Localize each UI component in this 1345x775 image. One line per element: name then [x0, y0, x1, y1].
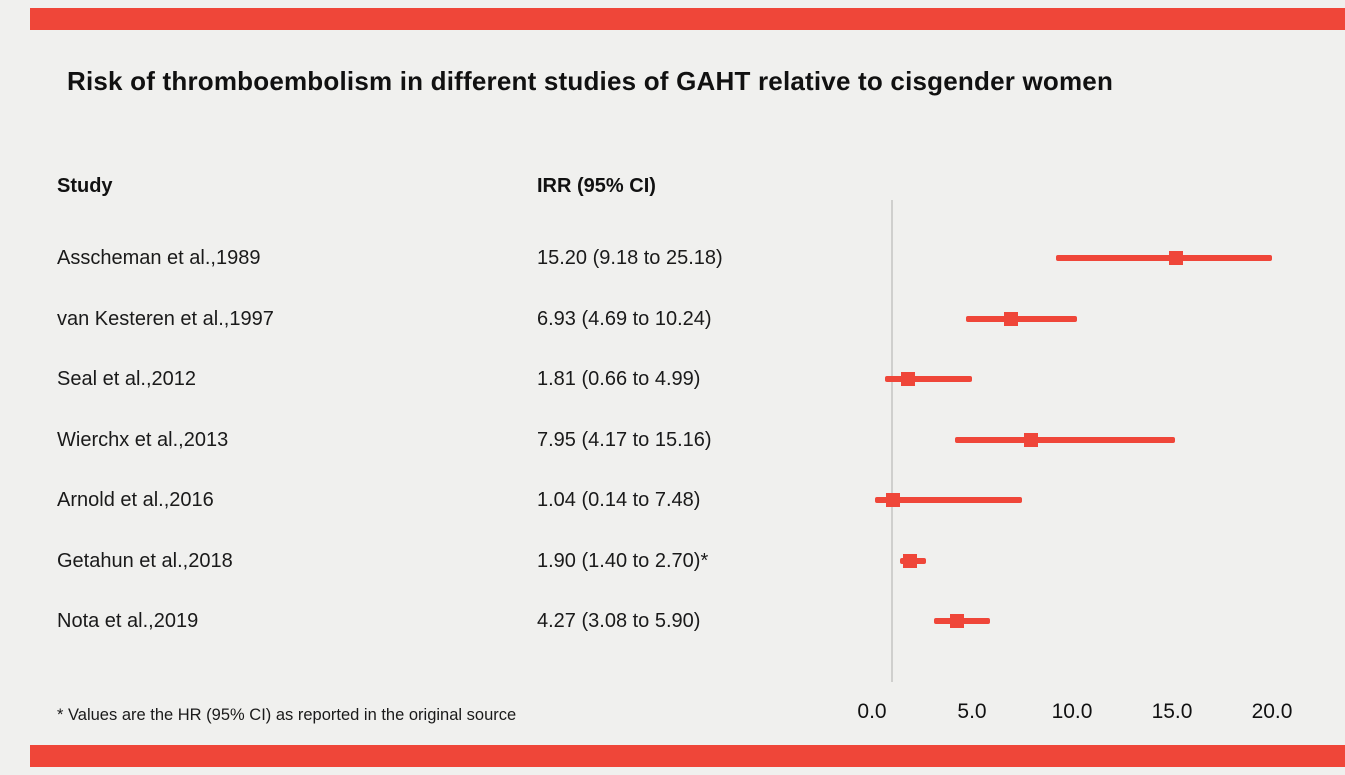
confidence-interval-line: [1055, 255, 1272, 261]
study-label: Asscheman et al.,1989: [57, 247, 261, 269]
irr-value: 7.95 (4.17 to 15.16): [537, 428, 712, 451]
confidence-interval-line: [965, 315, 1077, 322]
irr-value: 1.81 (0.66 to 4.99): [537, 368, 701, 390]
estimate-marker: [903, 553, 917, 568]
irr-value: 1.90 (1.40 to 2.70)*: [537, 549, 709, 572]
chart-title: Risk of thromboembolism in different stu…: [67, 66, 1114, 96]
x-tick-label: 10.0: [1051, 700, 1093, 723]
estimate-marker: [1003, 311, 1018, 326]
irr-value: 4.27 (3.08 to 5.90): [537, 610, 701, 632]
estimate-marker: [885, 493, 900, 507]
estimate-marker: [950, 614, 965, 628]
confidence-interval-line: [885, 376, 972, 382]
estimate-marker: [1169, 251, 1183, 265]
irr-column-header: IRR (95% CI): [537, 175, 656, 197]
study-label: Getahun et al.,2018: [57, 549, 233, 572]
study-column-header: Study: [57, 175, 113, 197]
x-tick-label: 5.0: [957, 700, 987, 723]
bottom-accent-bar: [30, 745, 1345, 767]
study-label: Seal et al.,2012: [57, 368, 196, 390]
confidence-interval-line: [955, 436, 1176, 443]
top-accent-bar: [30, 8, 1345, 30]
estimate-marker: [1024, 432, 1038, 447]
study-label: Arnold et al.,2016: [57, 489, 214, 511]
study-label: van Kesteren et al.,1997: [57, 307, 274, 330]
x-tick-label: 0.0: [857, 700, 887, 723]
estimate-marker: [901, 372, 916, 386]
irr-value: 1.04 (0.14 to 7.48): [537, 489, 701, 511]
footnote: * Values are the HR (95% CI) as reported…: [57, 706, 517, 724]
x-tick-label: 20.0: [1251, 700, 1293, 723]
reference-line: [891, 200, 893, 682]
study-label: Nota et al.,2019: [57, 610, 199, 632]
x-tick-label: 15.0: [1151, 700, 1193, 723]
study-label: Wierchx et al.,2013: [57, 428, 229, 451]
irr-value: 6.93 (4.69 to 10.24): [537, 307, 712, 330]
irr-value: 15.20 (9.18 to 25.18): [537, 247, 723, 269]
confidence-interval-line: [874, 497, 1022, 503]
